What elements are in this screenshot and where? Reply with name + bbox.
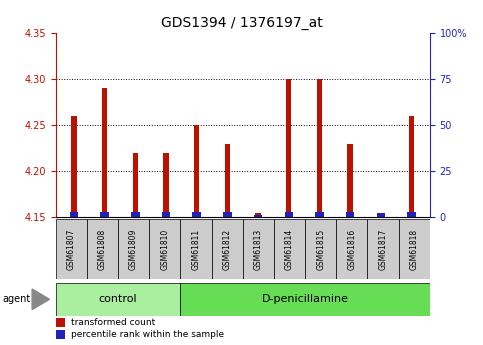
Bar <box>131 212 140 217</box>
Bar <box>398 219 430 279</box>
Text: GSM61813: GSM61813 <box>254 229 263 270</box>
Bar <box>102 88 107 217</box>
Bar <box>274 219 305 279</box>
Text: GSM61818: GSM61818 <box>410 229 419 270</box>
Bar <box>347 144 353 217</box>
Bar <box>194 125 199 217</box>
Bar <box>336 219 368 279</box>
Text: GSM61816: GSM61816 <box>347 229 356 270</box>
Bar <box>225 144 230 217</box>
Bar <box>87 219 118 279</box>
Bar <box>56 219 87 279</box>
Text: agent: agent <box>2 294 30 304</box>
Text: GSM61810: GSM61810 <box>160 229 169 270</box>
Bar <box>254 215 262 217</box>
Text: percentile rank within the sample: percentile rank within the sample <box>71 330 224 339</box>
Bar <box>163 153 169 217</box>
Bar <box>256 213 261 217</box>
Bar <box>407 212 416 217</box>
Bar <box>377 213 385 217</box>
Bar <box>305 219 336 279</box>
Polygon shape <box>32 289 49 309</box>
Bar <box>162 212 170 217</box>
Text: GSM61817: GSM61817 <box>379 229 387 270</box>
Text: GSM61808: GSM61808 <box>98 229 107 270</box>
Bar <box>284 212 293 217</box>
Bar <box>118 219 149 279</box>
Bar <box>180 283 430 316</box>
Bar <box>212 219 243 279</box>
Bar <box>149 219 180 279</box>
Bar <box>223 212 231 217</box>
Text: GSM61814: GSM61814 <box>285 229 294 270</box>
Bar <box>317 79 322 217</box>
Bar <box>409 116 414 217</box>
Bar <box>286 79 291 217</box>
Bar <box>192 212 201 217</box>
Bar <box>180 219 212 279</box>
Text: D-penicillamine: D-penicillamine <box>262 294 349 304</box>
Bar <box>56 283 180 316</box>
Bar <box>243 219 274 279</box>
Bar <box>70 212 78 217</box>
Bar <box>315 212 324 217</box>
Text: GDS1394 / 1376197_at: GDS1394 / 1376197_at <box>161 16 322 30</box>
Text: control: control <box>99 294 137 304</box>
Bar <box>133 153 138 217</box>
Text: GSM61812: GSM61812 <box>223 229 232 270</box>
Text: GSM61809: GSM61809 <box>129 229 138 270</box>
Text: GSM61807: GSM61807 <box>67 229 76 270</box>
Bar <box>368 219 398 279</box>
Bar <box>378 216 384 217</box>
Text: transformed count: transformed count <box>71 318 155 327</box>
Bar <box>346 212 355 217</box>
Text: GSM61811: GSM61811 <box>191 229 200 270</box>
Bar <box>100 212 109 217</box>
Bar <box>71 116 77 217</box>
Text: GSM61815: GSM61815 <box>316 229 325 270</box>
Bar <box>56 318 65 327</box>
Bar <box>56 330 65 339</box>
